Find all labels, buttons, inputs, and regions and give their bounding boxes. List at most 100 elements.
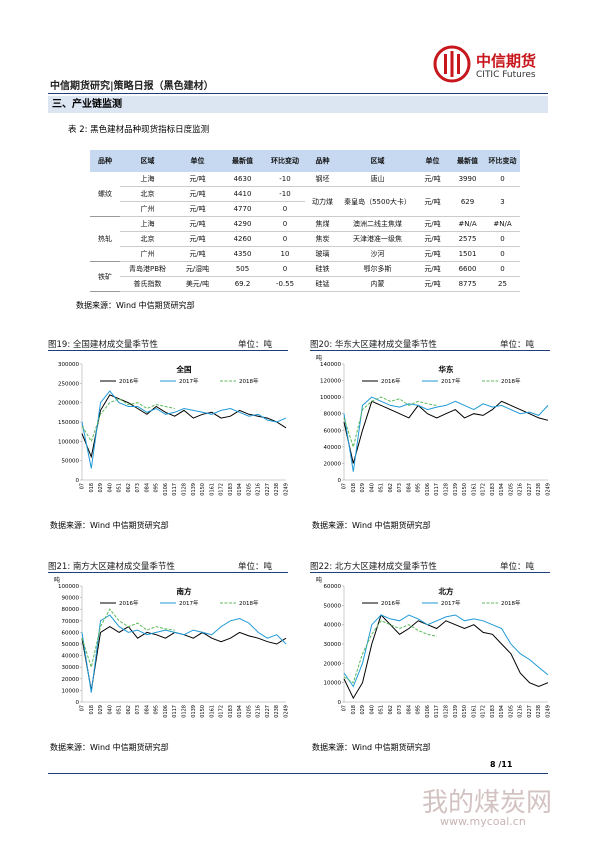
- y-tick-label: 20000: [324, 461, 342, 467]
- y-tick-label: 80000: [324, 412, 342, 418]
- source: 数据来源：Wind 中信期货研究部: [312, 521, 431, 530]
- table-cell: 北京: [120, 232, 175, 247]
- table-header: 区域: [120, 150, 175, 172]
- table-header: 单位: [415, 150, 450, 172]
- x-tick-label: 062: [388, 705, 394, 715]
- x-tick-label: 0128: [182, 705, 188, 718]
- x-tick-label: 073: [135, 483, 141, 493]
- table-cell: 澳洲二线主焦煤: [340, 217, 415, 232]
- series-line: [343, 396, 549, 472]
- chart: 吨 0 10000 20000 30000 40000 50000 60000 07 018 029…: [316, 576, 552, 718]
- table-cell: 唐山: [340, 172, 415, 187]
- x-tick-label: 0172: [481, 705, 487, 718]
- x-tick-label: 095: [416, 483, 422, 493]
- y-tick-label: 100000: [320, 395, 341, 401]
- x-tick-label: 029: [360, 483, 366, 493]
- x-tick-label: 0161: [471, 483, 477, 496]
- y-tick-label: 80000: [62, 607, 80, 613]
- table-cell: -0.55: [265, 277, 305, 292]
- table-cell: 629: [450, 187, 485, 217]
- chart-title: 图21: 南方大区建材成交量季节性: [48, 562, 175, 572]
- table-cell: 25: [485, 277, 520, 292]
- table-cell: 元/吨: [175, 172, 220, 187]
- table-cell: 4350: [220, 247, 265, 262]
- x-tick-label: 095: [154, 705, 160, 715]
- series-line: [81, 608, 175, 670]
- legend-label: 2018年: [501, 599, 521, 607]
- table-cell: 4410: [220, 187, 265, 202]
- table-cell: 普氏指数: [120, 277, 175, 292]
- chart-rule: [310, 572, 550, 573]
- table-cell: 元/吨: [175, 232, 220, 247]
- table-header: 最新值: [220, 150, 265, 172]
- x-tick-label: 018: [351, 483, 357, 493]
- x-tick-label: 0227: [527, 705, 533, 718]
- table-header: 最新值: [450, 150, 485, 172]
- x-tick-label: 0139: [453, 483, 459, 496]
- table-cell: 元/吨: [175, 187, 220, 202]
- y-tick-label: 0: [76, 700, 80, 706]
- x-tick-label: 07: [342, 705, 348, 711]
- y-tick-label: 300000: [58, 362, 79, 368]
- table-cell: 鄂尔多斯: [340, 262, 415, 277]
- table-cell: 元/吨: [175, 202, 220, 217]
- y-tick-label: 50000: [62, 642, 80, 648]
- series-line: [81, 398, 175, 443]
- x-tick-label: 0238: [274, 705, 280, 718]
- table-cell: 元/吨: [415, 247, 450, 262]
- table-cell: 元/吨: [415, 187, 450, 217]
- legend-label: 2016年: [381, 377, 401, 385]
- x-tick-label: 0194: [499, 483, 505, 496]
- x-tick-label: 0106: [425, 705, 431, 718]
- table-header: 单位: [175, 150, 220, 172]
- x-tick-label: 051: [117, 483, 123, 493]
- y-tick-label: 0: [76, 478, 80, 484]
- chart: 吨 0 10000 20000 30000 40000 50000 60000 70000 800…: [54, 576, 290, 718]
- table-cell: 0: [265, 202, 305, 217]
- x-tick-label: 0216: [518, 705, 524, 718]
- chart-unit: 单位：吨: [500, 340, 535, 350]
- table-cell: 元/湿吨: [175, 262, 220, 277]
- source: 数据来源：Wind 中信期货研究部: [50, 743, 169, 752]
- x-tick-label: 0150: [200, 483, 206, 496]
- table-cell: 0: [265, 217, 305, 232]
- table-header: 品种: [90, 150, 120, 172]
- y-tick-label: 20000: [62, 677, 80, 683]
- x-tick-label: 0216: [256, 483, 262, 496]
- x-tick-label: 051: [117, 705, 123, 715]
- legend-label: 2017年: [441, 599, 461, 607]
- series-line: [81, 390, 287, 469]
- table-cell: 4770: [220, 202, 265, 217]
- x-tick-label: 0249: [546, 483, 552, 496]
- y-tick-label: 40000: [324, 623, 342, 629]
- table-cell: 0: [485, 232, 520, 247]
- x-tick-label: 07: [342, 483, 348, 489]
- table-cell: 内蒙: [340, 277, 415, 292]
- chart-rule: [48, 572, 288, 573]
- y-tick-label: 140000: [320, 362, 341, 368]
- table-cell: 4290: [220, 217, 265, 232]
- table-cell: 6600: [450, 262, 485, 277]
- table-header: 区域: [340, 150, 415, 172]
- y-tick-label: 30000: [62, 665, 80, 671]
- x-tick-label: 0249: [284, 483, 290, 496]
- table-cell: 焦炭: [305, 232, 340, 247]
- x-tick-label: 0249: [284, 705, 290, 718]
- table-cell: 青岛港PB粉: [120, 262, 175, 277]
- x-tick-label: 0117: [434, 483, 440, 496]
- inner-title: 华东: [439, 364, 454, 374]
- x-tick-label: 051: [379, 483, 385, 493]
- x-tick-label: 062: [126, 483, 132, 493]
- table-cell: 元/吨: [415, 232, 450, 247]
- x-tick-label: 0117: [172, 483, 178, 496]
- legend-label: 2016年: [119, 599, 139, 607]
- y-tick-label: 0: [338, 700, 342, 706]
- x-tick-label: 0150: [200, 705, 206, 718]
- inner-title: 南方: [177, 586, 192, 596]
- page-number: 8 /11: [490, 760, 513, 769]
- x-tick-label: 095: [154, 483, 160, 493]
- y-tick-label: 100000: [58, 439, 79, 445]
- chart-title: 图22: 北方大区建材成交量季节性: [310, 562, 437, 572]
- legend-label: 2018年: [239, 599, 259, 607]
- table-cell: 0: [265, 262, 305, 277]
